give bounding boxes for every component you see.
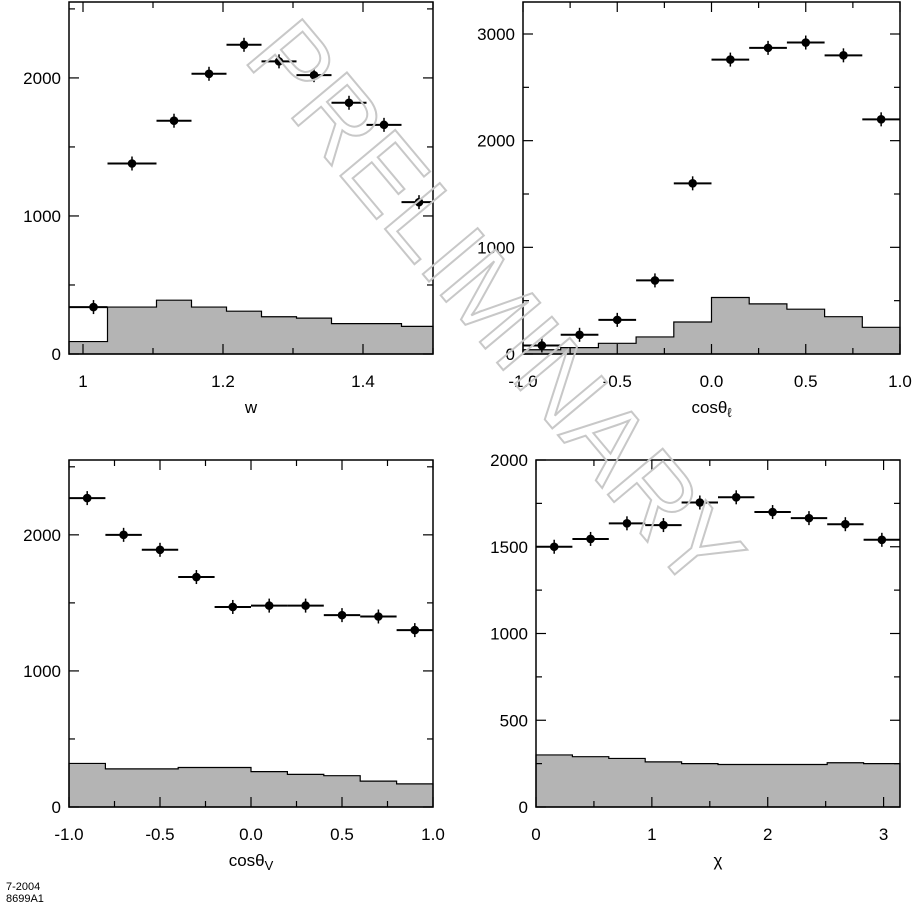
data-point (622, 519, 632, 528)
x-tick-label: 0 (531, 825, 540, 844)
x-tick-label: 1.4 (351, 372, 375, 391)
x-tick-label: 1 (78, 372, 87, 391)
data-point (119, 530, 128, 540)
data-point (549, 542, 559, 552)
y-tick-label: 1000 (477, 238, 515, 257)
y-tick-label: 0 (506, 345, 515, 364)
x-tick-label: 0.0 (700, 372, 724, 391)
x-tick-label: -1.0 (54, 825, 83, 844)
y-tick-label: 0 (52, 345, 61, 364)
panel-w: 0 1000 2000 1 1.2 1.4 w (23, 1, 434, 417)
data-point (876, 115, 886, 124)
data-point (127, 159, 137, 168)
x-axis-label: χ (714, 851, 723, 870)
data-point (228, 602, 238, 612)
data-point (612, 315, 622, 325)
data-point (301, 601, 310, 610)
data-point (726, 55, 735, 64)
x-tick-label: 0.0 (239, 825, 263, 844)
panel-cos-theta-l: 0 1000 2000 3000 -1.0 -0.5 0.0 0.5 1.0 cosθℓ (477, 1, 912, 420)
data-point (82, 493, 92, 503)
x-axis-label: cosθV (229, 851, 274, 873)
data-point (264, 601, 274, 610)
data-point (586, 534, 595, 544)
data-point (89, 302, 98, 312)
x-axis-label: w (244, 398, 258, 417)
data-point (344, 98, 354, 108)
data-point (239, 40, 249, 50)
data-point (695, 498, 705, 507)
x-tick-label: 1 (647, 825, 656, 844)
data-point (169, 116, 179, 126)
x-axis-label: cosθℓ (691, 398, 732, 420)
data-point (374, 612, 383, 621)
data-point (337, 610, 347, 620)
footer-date-code: 7-2004 (6, 881, 41, 893)
y-tick-label: 3000 (477, 25, 515, 44)
plot-frame (68, 459, 434, 808)
y-tick-label: 2000 (23, 526, 61, 545)
y-tick-label: 2000 (23, 69, 61, 88)
data-point (688, 179, 697, 188)
data-point (650, 276, 660, 285)
background-histogram (68, 762, 434, 808)
data-point (877, 535, 887, 545)
x-tick-label: -1.0 (508, 372, 537, 391)
background-histogram (522, 296, 901, 355)
x-axis-label-subscript: ℓ (727, 405, 732, 420)
x-tick-label: -0.5 (145, 825, 174, 844)
x-tick-label: 1.0 (888, 372, 912, 391)
x-tick-label: 2 (763, 825, 772, 844)
data-point (274, 57, 284, 66)
data-point (731, 493, 741, 502)
y-tick-label: 0 (52, 798, 61, 817)
y-tick-label: 2000 (477, 132, 515, 151)
data-point (155, 545, 165, 555)
data-point (414, 197, 424, 207)
background-histogram (535, 754, 901, 808)
y-tick-label: 1000 (23, 662, 61, 681)
x-axis-label-subscript: V (265, 858, 274, 873)
y-tick-label: 500 (500, 711, 528, 730)
data-point (763, 43, 773, 53)
y-tick-label: 2000 (490, 451, 528, 470)
x-tick-label: 0.5 (794, 372, 818, 391)
panel-chi: 0 500 1000 1500 2000 0 1 2 3 χ (490, 451, 901, 870)
panel-cos-theta-v: 0 1000 2000 -1.0 -0.5 0.0 0.5 1.0 cosθV (23, 459, 445, 873)
data-point (309, 70, 319, 80)
watermark-text: PRELIMINARY (224, 0, 765, 612)
data-point (192, 572, 201, 582)
x-tick-label: 0.5 (330, 825, 354, 844)
x-tick-label: 3 (879, 825, 888, 844)
y-tick-label: 1500 (490, 538, 528, 557)
y-tick-label: 0 (519, 798, 528, 817)
data-point (410, 625, 420, 635)
y-tick-label: 1000 (23, 207, 61, 226)
x-tick-label: 1.0 (421, 825, 445, 844)
data-point (841, 519, 850, 529)
x-tick-label: -0.5 (603, 372, 632, 391)
data-point (204, 69, 214, 79)
background-histogram (68, 299, 434, 355)
data-point (801, 38, 811, 47)
data-point (804, 513, 814, 523)
data-point (768, 507, 777, 517)
data-point (659, 520, 668, 530)
data-point (379, 120, 389, 130)
data-point (575, 330, 584, 340)
y-tick-label: 1000 (490, 625, 528, 644)
plot-frame (68, 1, 434, 355)
data-point (839, 51, 848, 60)
x-tick-label: 1.2 (211, 372, 235, 391)
footer-figure-code: 8699A1 (6, 893, 44, 905)
data-point (537, 341, 547, 350)
